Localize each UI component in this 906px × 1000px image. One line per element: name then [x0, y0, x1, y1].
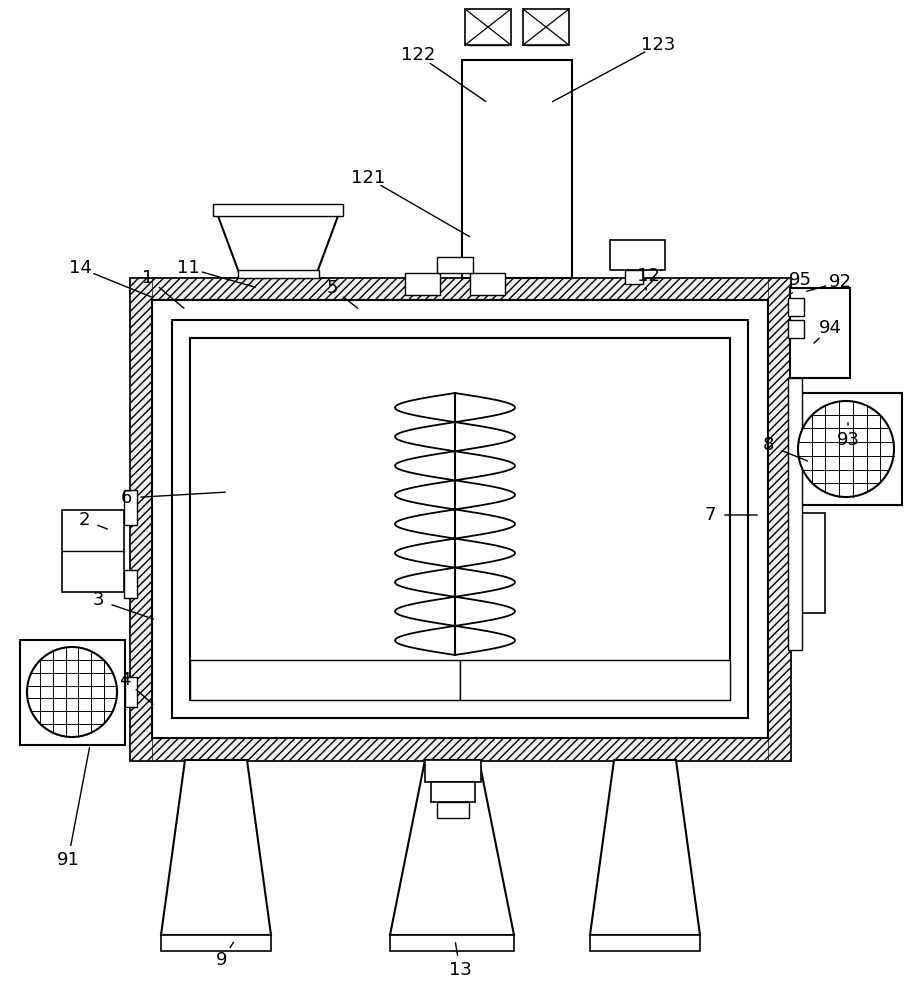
Text: 9: 9	[217, 951, 227, 969]
Bar	[470, 273, 505, 295]
Polygon shape	[218, 216, 338, 278]
Bar	[425, 760, 481, 782]
Bar	[431, 782, 475, 802]
Text: 121: 121	[351, 169, 385, 187]
Bar	[790, 393, 902, 505]
Bar	[152, 300, 768, 738]
Bar	[130, 738, 790, 760]
Bar	[130, 278, 790, 760]
Bar	[526, 30, 566, 45]
Text: 1: 1	[142, 269, 154, 287]
Text: 8: 8	[762, 436, 774, 454]
Bar	[161, 935, 271, 951]
Text: 13: 13	[448, 961, 471, 979]
Text: 2: 2	[78, 511, 90, 529]
Bar	[523, 9, 569, 45]
Circle shape	[27, 647, 117, 737]
Text: 11: 11	[177, 259, 199, 277]
Text: 122: 122	[400, 46, 435, 64]
Bar	[788, 298, 804, 316]
Bar	[437, 257, 473, 273]
Bar	[460, 660, 730, 700]
Polygon shape	[161, 760, 271, 935]
Bar	[462, 60, 572, 278]
Bar	[62, 510, 124, 592]
Bar	[190, 660, 460, 700]
Text: 92: 92	[828, 273, 852, 291]
Bar	[610, 240, 665, 270]
Bar	[788, 320, 804, 338]
Bar	[790, 288, 850, 378]
Text: 91: 91	[56, 851, 80, 869]
Polygon shape	[590, 760, 700, 935]
Bar	[405, 273, 440, 295]
Bar	[125, 677, 137, 707]
Bar	[465, 9, 511, 45]
Text: 94: 94	[818, 319, 842, 337]
Text: 3: 3	[92, 591, 104, 609]
Circle shape	[798, 401, 894, 497]
Text: 123: 123	[641, 36, 675, 54]
Text: 6: 6	[120, 489, 131, 507]
Bar	[437, 802, 469, 818]
Bar	[130, 278, 790, 300]
Bar	[625, 270, 643, 284]
Bar	[768, 278, 790, 760]
Bar	[213, 204, 343, 216]
Polygon shape	[390, 760, 514, 935]
Bar	[124, 570, 137, 598]
Text: 4: 4	[120, 671, 130, 689]
Bar	[130, 278, 152, 760]
Bar	[124, 490, 137, 525]
Bar	[238, 270, 319, 278]
Bar	[468, 30, 508, 45]
Text: 7: 7	[704, 506, 716, 524]
Bar	[390, 935, 514, 951]
Bar	[788, 378, 802, 650]
Text: 14: 14	[69, 259, 92, 277]
Text: 93: 93	[836, 431, 860, 449]
Text: 95: 95	[788, 271, 812, 289]
Bar	[20, 640, 125, 745]
Text: 12: 12	[637, 267, 660, 285]
Bar	[172, 320, 748, 718]
Bar	[190, 338, 730, 700]
Bar	[790, 513, 825, 613]
Bar	[590, 935, 700, 951]
Text: 5: 5	[326, 279, 338, 297]
